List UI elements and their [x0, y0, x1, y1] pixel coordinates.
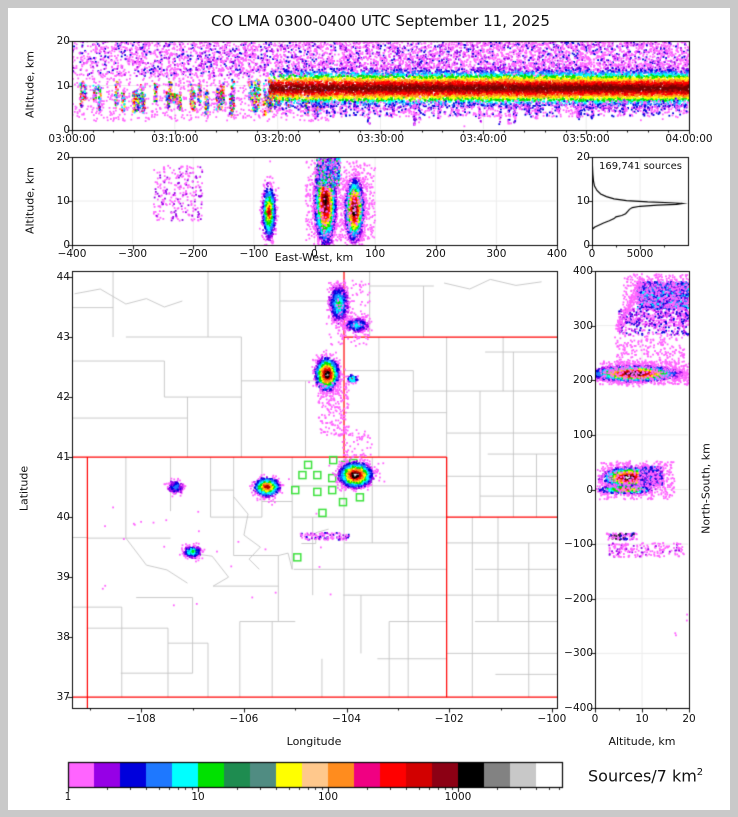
- tick-label: 41: [56, 451, 70, 464]
- ns-panel-xlabel: Altitude, km: [608, 735, 676, 748]
- map-xlabel: Longitude: [286, 735, 342, 748]
- ew-panel-xlabel: East-West, km: [274, 251, 354, 264]
- tick-label: 400: [546, 248, 568, 260]
- tick-label: 10: [56, 79, 70, 92]
- tick-label: 43: [56, 331, 70, 344]
- tick-label: 300: [486, 248, 507, 260]
- tick-label: −104: [332, 713, 361, 725]
- tick-label: 10: [56, 195, 70, 207]
- tick-label: −100: [537, 713, 567, 725]
- tick-label: 0: [588, 248, 596, 260]
- tick-label: 38: [56, 631, 70, 644]
- tick-label: 0: [311, 248, 318, 260]
- tick-label: 0: [63, 239, 70, 251]
- tick-label: 20: [576, 151, 590, 163]
- tick-label: −300: [564, 647, 593, 660]
- colorbar-label: Sources/7 km2: [588, 768, 703, 784]
- tick-label: 5000: [626, 248, 654, 260]
- tick-label: 42: [56, 391, 70, 404]
- tick-label: −100: [564, 538, 593, 551]
- tick-label: −106: [229, 713, 259, 725]
- tick-label: −102: [434, 713, 464, 725]
- tick-label: 39: [56, 571, 70, 584]
- tick-label: 10: [635, 713, 649, 725]
- source-count-annotation: 169,741 sources: [599, 161, 682, 172]
- tick-label: 200: [425, 248, 446, 260]
- tick-label: 03:20:00: [254, 133, 302, 145]
- tick-label: 40: [56, 511, 70, 524]
- tick-label: 03:50:00: [562, 133, 610, 145]
- tick-label: 200: [572, 374, 593, 387]
- tick-label: −300: [118, 248, 148, 260]
- tick-label: 04:00:00: [665, 133, 713, 145]
- tick-label: 0: [583, 239, 590, 251]
- tick-label: −200: [178, 248, 208, 260]
- tick-label: −400: [564, 702, 593, 714]
- tick-label: 0: [591, 713, 599, 725]
- tick-label: 20: [56, 151, 70, 163]
- tick-label: 03:30:00: [356, 133, 405, 145]
- tick-label: −200: [564, 592, 593, 605]
- tick-label: 100: [572, 428, 593, 441]
- tick-label: 1: [64, 791, 72, 803]
- tick-label: 100: [317, 791, 339, 803]
- tick-label: 37: [56, 691, 70, 704]
- tick-label: 20: [682, 713, 696, 725]
- map-ylabel: Latitude: [17, 465, 31, 512]
- tick-label: 03:10:00: [151, 133, 199, 145]
- ns-panel-ylabel: North-South, km: [699, 443, 713, 534]
- tick-label: 0: [586, 483, 593, 496]
- colorbar-label-text: Sources/7 km: [588, 766, 697, 786]
- tick-label: 400: [572, 265, 593, 277]
- figure-title: CO LMA 0300-0400 UTC September 11, 2025: [211, 12, 550, 30]
- tick-label: 44: [56, 271, 70, 283]
- tick-label: 10: [191, 791, 205, 803]
- tick-label: −108: [126, 713, 156, 725]
- colorbar-label-sup: 2: [696, 767, 704, 778]
- tick-label: 03:40:00: [459, 133, 507, 145]
- tick-label: 300: [572, 319, 593, 332]
- tick-label: 100: [365, 248, 386, 260]
- tick-label: −100: [239, 248, 269, 260]
- tick-label: 10: [576, 195, 590, 207]
- tick-label: 03:00:00: [48, 133, 96, 145]
- tick-label: 1000: [444, 791, 472, 803]
- tick-label: 20: [56, 35, 70, 47]
- tick-label: −400: [57, 248, 87, 260]
- tick-label: 0: [63, 124, 70, 136]
